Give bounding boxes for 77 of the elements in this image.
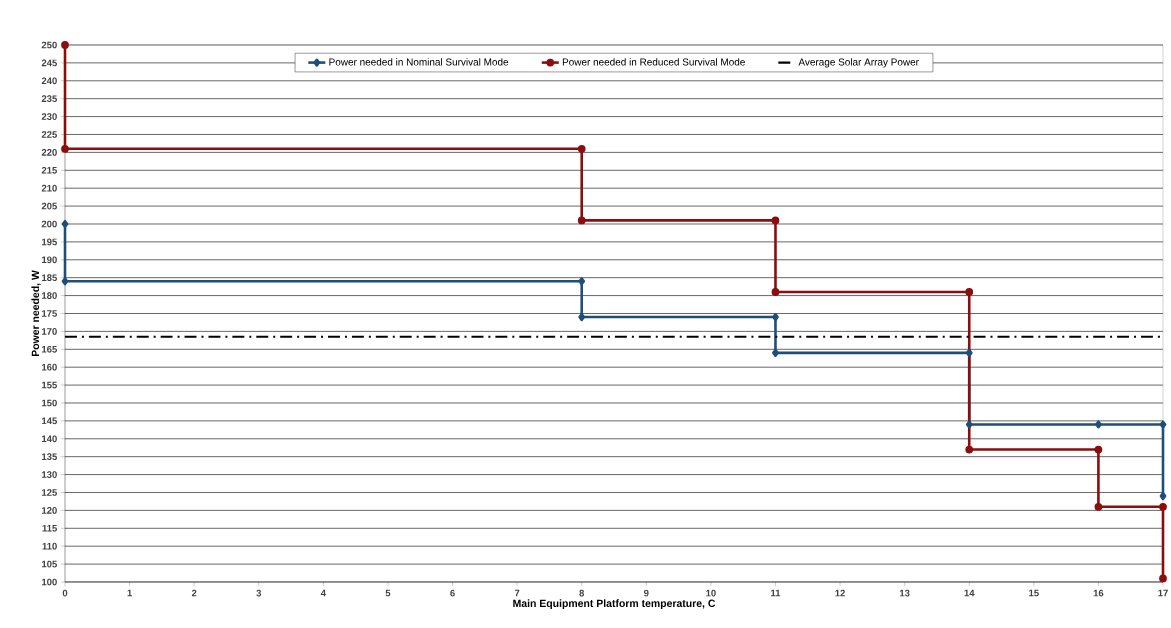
x-tick-label: 14 xyxy=(964,589,975,597)
point xyxy=(577,216,586,225)
y-tick-label: 240 xyxy=(41,77,57,85)
y-tick-label: 190 xyxy=(42,256,57,264)
x-tick-label: 8 xyxy=(579,589,585,597)
y-tick-label: 160 xyxy=(42,363,57,371)
x-tick-label: 16 xyxy=(1093,589,1104,597)
x-tick-label: 12 xyxy=(835,589,845,597)
x-tick-label: 13 xyxy=(899,589,910,597)
point xyxy=(771,288,780,296)
point xyxy=(1159,502,1167,511)
y-tick-label: 135 xyxy=(42,453,57,461)
y-tick-label: 155 xyxy=(42,381,57,389)
point xyxy=(1094,445,1103,454)
y-tick-label: 210 xyxy=(41,184,57,192)
x-tick-label: 6 xyxy=(450,589,455,597)
point xyxy=(61,41,69,49)
y-tick-label: 150 xyxy=(42,399,57,407)
point xyxy=(1159,420,1167,429)
y-tick-label: 130 xyxy=(42,471,57,478)
x-tick-label: 0 xyxy=(62,589,68,597)
y-tick-label: 165 xyxy=(42,345,57,353)
y-tick-label: 220 xyxy=(41,149,57,156)
x-tick-label: 10 xyxy=(706,589,716,597)
point xyxy=(578,312,586,322)
x-tick-label: 4 xyxy=(320,589,326,597)
point xyxy=(578,277,586,286)
x-axis-title: Main Equipment Platform temperature, C xyxy=(513,599,716,610)
y-tick-label: 225 xyxy=(41,131,57,138)
point xyxy=(772,348,779,357)
point xyxy=(965,288,974,296)
y-tick-label: 105 xyxy=(42,560,57,568)
point xyxy=(965,445,974,454)
y-tick-label: 120 xyxy=(42,507,57,514)
point xyxy=(1159,574,1167,583)
y-tick-label: 125 xyxy=(42,489,57,496)
point xyxy=(61,144,69,153)
point xyxy=(965,420,973,429)
y-tick-label: 145 xyxy=(42,417,57,425)
legend-label: Power needed in Reduced Survival Mode xyxy=(562,58,745,66)
y-tick-label: 175 xyxy=(42,310,57,317)
y-tick-label: 140 xyxy=(42,435,57,443)
legend-label: Average Solar Array Power xyxy=(798,58,919,68)
x-tick-label: 7 xyxy=(514,589,520,597)
legend-label: Power needed in Nominal Survival Mode xyxy=(329,58,509,66)
y-tick-label: 230 xyxy=(41,113,57,120)
point xyxy=(577,144,586,153)
x-tick-label: 17 xyxy=(1158,589,1168,597)
point xyxy=(965,348,973,357)
point xyxy=(1094,502,1103,511)
x-tick-label: 9 xyxy=(644,589,649,597)
y-tick-label: 185 xyxy=(42,274,57,282)
y-tick-label: 235 xyxy=(41,95,57,103)
x-tick-label: 1 xyxy=(127,589,132,597)
point xyxy=(1095,420,1102,429)
point xyxy=(1159,491,1167,501)
x-tick-label: 5 xyxy=(385,589,391,597)
y-tick-label: 170 xyxy=(42,328,57,335)
y-tick-label: 245 xyxy=(41,59,57,67)
y-tick-label: 115 xyxy=(42,524,57,532)
y-tick-label: 205 xyxy=(41,202,57,210)
y-tick-label: 215 xyxy=(41,166,57,174)
x-tick-label: 2 xyxy=(191,589,197,597)
point xyxy=(61,219,69,229)
y-tick-label: 250 xyxy=(41,41,57,49)
point xyxy=(771,216,780,225)
x-tick-label: 15 xyxy=(1029,589,1039,597)
y-tick-label: 195 xyxy=(42,238,57,246)
x-tick-label: 11 xyxy=(771,589,781,597)
y-tick-label: 100 xyxy=(42,578,57,586)
point xyxy=(772,312,779,322)
y-tick-label: 180 xyxy=(42,292,57,299)
point xyxy=(61,277,69,286)
y-tick-label: 200 xyxy=(41,220,57,228)
y-axis-title: Power needed, W xyxy=(31,270,41,357)
y-tick-label: 110 xyxy=(42,542,57,550)
x-tick-label: 3 xyxy=(256,589,262,597)
